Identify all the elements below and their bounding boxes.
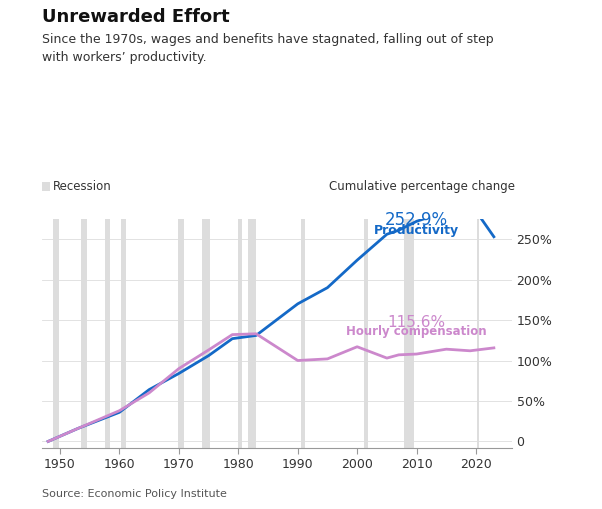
Text: Since the 1970s, wages and benefits have stagnated, falling out of step
with wor: Since the 1970s, wages and benefits have… (42, 33, 494, 64)
Bar (121, 219, 126, 448)
Bar (53, 219, 60, 448)
Bar (178, 219, 184, 448)
Text: 252.9%: 252.9% (385, 211, 448, 230)
Bar (81, 219, 87, 448)
Bar (202, 219, 209, 448)
Text: Hourly compensation: Hourly compensation (346, 325, 487, 338)
Bar (301, 219, 305, 448)
Text: Source: Economic Policy Institute: Source: Economic Policy Institute (42, 489, 227, 499)
Bar (248, 219, 255, 448)
Text: Unrewarded Effort: Unrewarded Effort (42, 8, 230, 25)
Bar (238, 219, 242, 448)
Text: Recession: Recession (53, 180, 112, 193)
Text: Cumulative percentage change: Cumulative percentage change (329, 180, 515, 193)
Bar (404, 219, 414, 448)
Bar (364, 219, 368, 448)
Text: 115.6%: 115.6% (388, 315, 445, 330)
Bar (105, 219, 111, 448)
Bar (477, 219, 479, 448)
Text: Productivity: Productivity (374, 224, 459, 238)
